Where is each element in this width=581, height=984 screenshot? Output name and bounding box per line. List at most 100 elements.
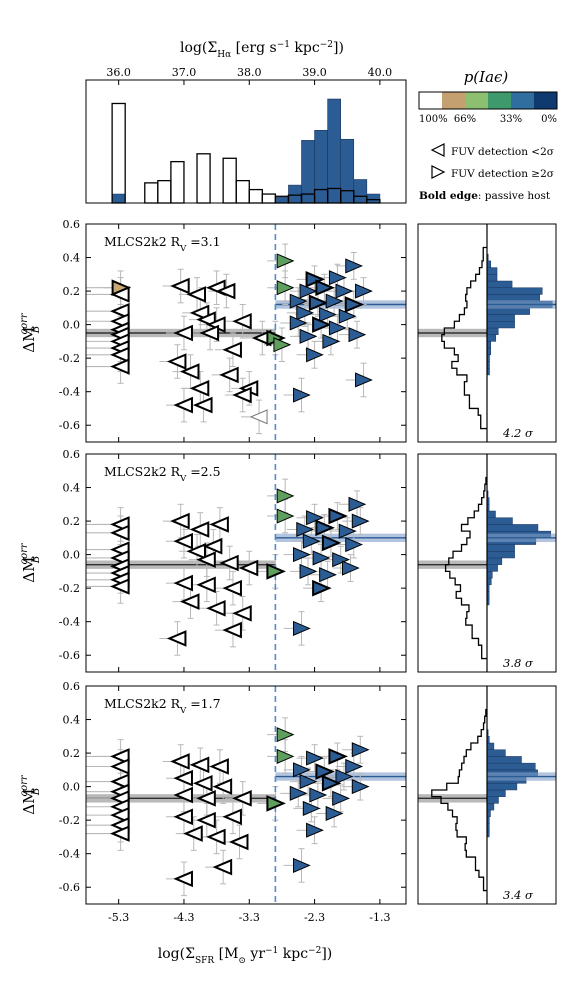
- data-point-left-triangle-icon: [110, 825, 130, 842]
- colorbar-frame: [418, 91, 558, 110]
- significance-label: 3.8 σ: [503, 656, 534, 670]
- data-point-right-triangle-icon: [276, 253, 295, 269]
- data-point-right-triangle-icon: [293, 547, 311, 563]
- side-histogram-bar: [486, 789, 506, 797]
- y-tick-label: -0.6: [59, 881, 80, 894]
- scatter-panel: -0.6 -0.4 -0.2 0.0 0.2 0.4 0.6 MLCS2k2 RV =3.1 Δ…: [19, 218, 407, 443]
- colorbar-swatch: [534, 92, 558, 109]
- significance-label: 4.2 σ: [502, 426, 534, 440]
- data-point-left-triangle-icon: [232, 312, 252, 330]
- data-point-right-triangle-icon: [348, 327, 367, 343]
- side-histogram-bar: [486, 510, 496, 518]
- top-tick-label: 36.0: [106, 66, 131, 79]
- data-point-right-triangle-icon: [302, 800, 321, 816]
- data-point-left-triangle-icon: [232, 386, 252, 404]
- data-point-left-triangle-icon: [110, 773, 130, 790]
- top-histogram-bar: [340, 138, 355, 204]
- data-point-right-triangle-icon: [338, 523, 357, 539]
- y-tick-label: -0.2: [59, 352, 80, 365]
- data-point-left-triangle-icon: [192, 774, 213, 792]
- top-histogram-panel: 36.0 37.0 38.0 39.0 40.0: [85, 66, 407, 204]
- data-point-right-triangle-icon: [341, 560, 360, 576]
- data-point-right-triangle-icon: [345, 758, 364, 775]
- data-point-left-triangle-icon: [110, 346, 130, 364]
- data-point-left-triangle-icon: [222, 808, 242, 826]
- data-point-right-triangle-icon: [289, 785, 308, 801]
- x-tick-label: -1.3: [369, 911, 390, 924]
- side-histogram-frame: [417, 685, 557, 905]
- data-point-right-triangle-icon: [325, 805, 344, 822]
- top-histogram-bar: [275, 197, 289, 204]
- data-point-left-triangle-icon: [206, 599, 226, 617]
- top-histogram-bar: [353, 179, 368, 204]
- scatter-panel-frame: [85, 223, 407, 443]
- legend: FUV detection <2σ FUV detection ≥2σ Bold…: [419, 143, 554, 202]
- data-point-left-triangle-icon: [206, 828, 226, 846]
- data-point-left-triangle-icon: [170, 512, 190, 530]
- scatter-panel-frame: [85, 685, 407, 905]
- colorbar-swatch: [465, 92, 489, 109]
- side-histogram-bar: [486, 327, 499, 335]
- data-point-right-triangle-icon: [355, 283, 373, 299]
- data-point-left-triangle-icon: [192, 396, 213, 414]
- data-point-right-triangle-icon: [276, 748, 295, 764]
- data-point-left-triangle-icon: [110, 302, 130, 320]
- data-point-left-triangle-icon: [209, 758, 229, 775]
- side-histogram-bar: [486, 803, 495, 811]
- side-histogram-bar: [486, 314, 515, 322]
- top-histogram-bar: [314, 130, 328, 204]
- data-point-left-triangle-icon: [173, 870, 193, 888]
- top-histogram-bar: [222, 157, 237, 204]
- side-histogram-bar: [486, 762, 536, 771]
- legend-fuv-above: FUV detection ≥2σ: [451, 168, 554, 180]
- data-point-left-triangle-icon: [173, 532, 193, 550]
- data-point-right-triangle-icon: [293, 620, 311, 636]
- data-point-left-triangle-icon: [212, 778, 233, 795]
- data-point-right-triangle-icon: [319, 306, 337, 323]
- side-histogram-bar: [486, 274, 498, 282]
- colorbar-tick-label: 0%: [541, 114, 557, 125]
- y-tick-label: 0.2: [63, 285, 81, 298]
- data-point-right-triangle-icon: [328, 320, 347, 336]
- y-axis-label: ΔMcorrB: [19, 542, 42, 583]
- data-point-left-triangle-icon: [219, 366, 239, 384]
- data-point-right-triangle-icon: [299, 563, 318, 579]
- data-point-right-triangle-icon: [312, 579, 332, 597]
- side-histogram-bar: [486, 307, 530, 315]
- side-histogram-bar: [486, 783, 518, 791]
- side-histogram-bar: [486, 557, 503, 565]
- side-histogram-bar: [486, 551, 515, 559]
- data-point-left-triangle-icon: [110, 524, 130, 542]
- side-histogram-bar: [486, 577, 492, 586]
- top-tick-label: 40.0: [368, 66, 393, 79]
- data-point-left-triangle-icon: [209, 516, 229, 533]
- x-tick-label: -2.3: [304, 911, 325, 924]
- x-tick-label: -5.3: [108, 911, 129, 924]
- data-point-left-triangle-icon: [183, 825, 203, 842]
- panel-label: MLCS2k2 RV =2.5: [104, 464, 221, 484]
- data-point-right-triangle-icon: [302, 533, 321, 549]
- data-point-right-triangle-icon: [296, 305, 315, 321]
- y-tick-label: -0.6: [59, 419, 80, 432]
- data-point-right-triangle-icon: [308, 294, 329, 312]
- data-point-left-triangle-icon: [173, 574, 193, 592]
- top-histogram-bar: [170, 160, 185, 204]
- data-point-right-triangle-icon: [296, 521, 315, 538]
- data-point-right-triangle-icon: [266, 563, 286, 580]
- side-histogram-frame: [417, 223, 557, 443]
- data-point-left-triangle-icon: [189, 380, 210, 397]
- side-histogram-panel: 3.4 σ: [417, 685, 557, 905]
- data-point-right-triangle-icon: [309, 787, 328, 803]
- panel-label: MLCS2k2 RV =1.7: [104, 696, 221, 716]
- data-point-right-triangle-icon: [338, 308, 357, 324]
- colorbar-swatch: [419, 92, 443, 109]
- data-point-left-triangle-icon: [166, 630, 187, 647]
- side-histogram-outline: [444, 476, 487, 660]
- data-point-left-triangle-icon: [110, 806, 130, 824]
- colorbar-swatch: [442, 92, 466, 109]
- data-point-left-triangle-icon: [179, 593, 200, 610]
- significance-label: 3.4 σ: [503, 888, 534, 902]
- data-point-left-triangle-icon: [186, 286, 207, 303]
- legend-fuv-below: FUV detection <2σ: [451, 146, 554, 158]
- data-point-left-triangle-icon: [212, 858, 233, 876]
